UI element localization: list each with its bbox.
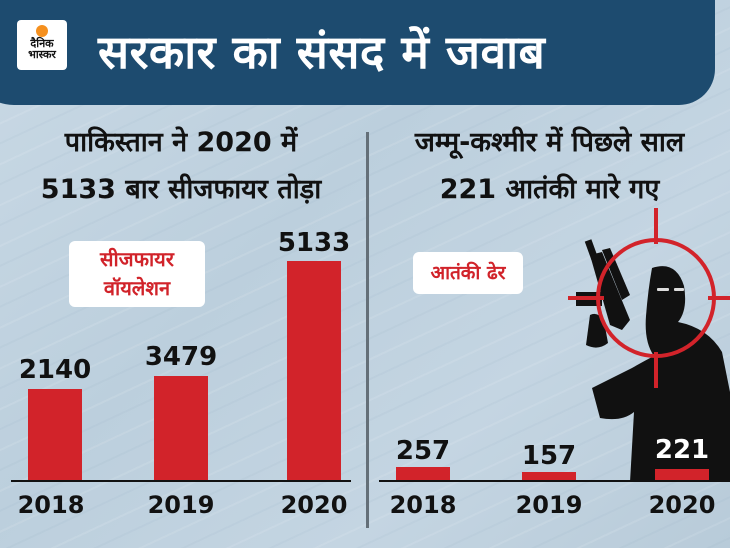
x-axis-right — [379, 480, 719, 482]
header-banner — [0, 0, 715, 105]
sun-dot-icon — [36, 25, 48, 37]
bar-2018 — [28, 389, 82, 480]
left-heading-line2: 5133 बार सीजफायर तोड़ा — [40, 174, 322, 205]
masked-gunman-crosshair-icon — [568, 208, 730, 482]
bar-2019 — [154, 376, 208, 480]
year-label-2018: 2018 — [17, 491, 85, 519]
year-label-2020-right: 2020 — [648, 491, 716, 519]
year-label-2019-right: 2019 — [515, 491, 583, 519]
value-label-2018-right: 257 — [395, 436, 451, 466]
badge-line1: सीजफायर — [100, 247, 174, 271]
ceasefire-violation-badge: सीजफायर वॉयलेशन — [69, 241, 205, 307]
right-heading-line1: जम्मू-कश्मीर में पिछले साल — [414, 127, 685, 158]
panel-divider — [366, 132, 369, 528]
year-label-2018-right: 2018 — [389, 491, 457, 519]
bar-2019-right — [522, 472, 576, 480]
year-label-2020: 2020 — [280, 491, 348, 519]
page-title: सरकार का संसद में जवाब — [98, 25, 546, 79]
left-heading-line1: पाकिस्तान ने 2020 में — [64, 127, 298, 158]
logo-text-line1: दैनिक — [30, 37, 54, 50]
bar-2020-right — [655, 469, 709, 480]
year-label-2019: 2019 — [147, 491, 215, 519]
value-label-2020: 5133 — [277, 228, 351, 258]
badge-line2: वॉयलेशन — [103, 276, 171, 300]
value-label-2018: 2140 — [18, 355, 92, 385]
value-label-2019: 3479 — [144, 342, 218, 372]
right-heading-line2: 221 आतंकी मारे गए — [439, 174, 660, 205]
value-label-2020-right: 221 — [654, 435, 710, 465]
x-axis-left — [11, 480, 351, 482]
value-label-2019-right: 157 — [521, 441, 577, 471]
dainik-bhaskar-logo: दैनिक भास्कर — [17, 20, 67, 70]
logo-text-line2: भास्कर — [28, 48, 56, 61]
bar-2020 — [287, 261, 341, 480]
bar-2018-right — [396, 467, 450, 480]
terrorists-killed-badge: आतंकी ढेर — [413, 252, 523, 294]
